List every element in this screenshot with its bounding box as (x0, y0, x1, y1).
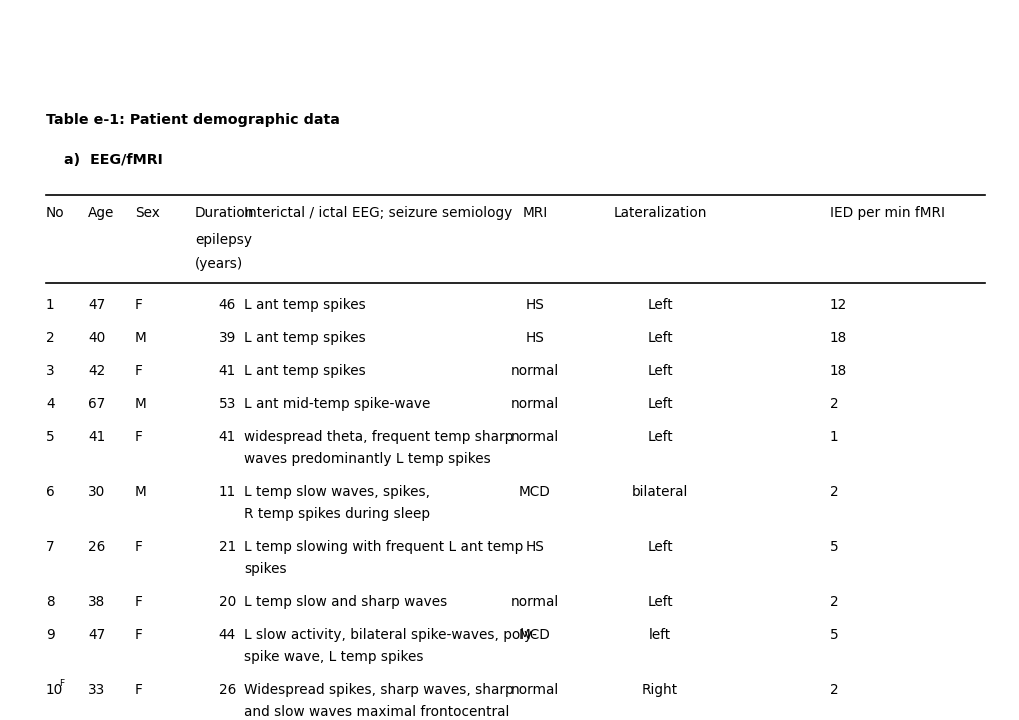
Text: HS: HS (525, 540, 544, 554)
Text: Widespread spikes, sharp waves, sharp: Widespread spikes, sharp waves, sharp (244, 683, 514, 697)
Text: 41: 41 (218, 364, 235, 378)
Text: M: M (135, 397, 147, 411)
Text: 5: 5 (46, 430, 55, 444)
Text: 26: 26 (218, 683, 235, 697)
Text: F: F (135, 430, 143, 444)
Text: F: F (135, 683, 143, 697)
Text: 1: 1 (46, 298, 55, 312)
Text: Left: Left (646, 364, 673, 378)
Text: IED per min fMRI: IED per min fMRI (829, 206, 944, 220)
Text: 6: 6 (46, 485, 55, 499)
Text: 53: 53 (218, 397, 235, 411)
Text: 47: 47 (88, 628, 105, 642)
Text: HS: HS (525, 331, 544, 345)
Text: bilateral: bilateral (631, 485, 688, 499)
Text: waves predominantly L temp spikes: waves predominantly L temp spikes (244, 452, 490, 466)
Text: 2: 2 (829, 397, 838, 411)
Text: Left: Left (646, 298, 673, 312)
Text: Interictal / ictal EEG; seizure semiology: Interictal / ictal EEG; seizure semiolog… (244, 206, 512, 220)
Text: Age: Age (88, 206, 114, 220)
Text: widespread theta, frequent temp sharp: widespread theta, frequent temp sharp (244, 430, 513, 444)
Text: (years): (years) (195, 257, 243, 271)
Text: F: F (135, 298, 143, 312)
Text: Left: Left (646, 331, 673, 345)
Text: L ant temp spikes: L ant temp spikes (244, 298, 366, 312)
Text: L temp slow waves, spikes,: L temp slow waves, spikes, (244, 485, 430, 499)
Text: a)  EEG/fMRI: a) EEG/fMRI (64, 153, 163, 167)
Text: 2: 2 (829, 595, 838, 609)
Text: normal: normal (511, 683, 558, 697)
Text: normal: normal (511, 364, 558, 378)
Text: 41: 41 (218, 430, 235, 444)
Text: 2: 2 (829, 683, 838, 697)
Text: M: M (135, 485, 147, 499)
Text: Sex: Sex (135, 206, 160, 220)
Text: 7: 7 (46, 540, 55, 554)
Text: L ant temp spikes: L ant temp spikes (244, 364, 366, 378)
Text: 10: 10 (46, 683, 63, 697)
Text: HS: HS (525, 298, 544, 312)
Text: F: F (135, 364, 143, 378)
Text: F: F (135, 628, 143, 642)
Text: spike wave, L temp spikes: spike wave, L temp spikes (244, 650, 423, 664)
Text: L ant temp spikes: L ant temp spikes (244, 331, 366, 345)
Text: 40: 40 (88, 331, 105, 345)
Text: 5: 5 (829, 540, 838, 554)
Text: Left: Left (646, 430, 673, 444)
Text: spikes: spikes (244, 562, 286, 576)
Text: Left: Left (646, 540, 673, 554)
Text: 8: 8 (46, 595, 55, 609)
Text: 38: 38 (88, 595, 105, 609)
Text: epilepsy: epilepsy (195, 233, 252, 247)
Text: L slow activity, bilateral spike-waves, poly-: L slow activity, bilateral spike-waves, … (244, 628, 536, 642)
Text: F: F (135, 595, 143, 609)
Text: 39: 39 (218, 331, 235, 345)
Text: Lateralization: Lateralization (612, 206, 706, 220)
Text: 47: 47 (88, 298, 105, 312)
Text: MRI: MRI (522, 206, 547, 220)
Text: 5: 5 (829, 628, 838, 642)
Text: 2: 2 (829, 485, 838, 499)
Text: 20: 20 (218, 595, 235, 609)
Text: 30: 30 (88, 485, 105, 499)
Text: No: No (46, 206, 64, 220)
Text: Left: Left (646, 595, 673, 609)
Text: 46: 46 (218, 298, 235, 312)
Text: 67: 67 (88, 397, 105, 411)
Text: 18: 18 (829, 331, 847, 345)
Text: F: F (59, 680, 64, 688)
Text: L ant mid-temp spike-wave: L ant mid-temp spike-wave (244, 397, 430, 411)
Text: Duration: Duration (195, 206, 255, 220)
Text: Left: Left (646, 397, 673, 411)
Text: MCD: MCD (519, 485, 550, 499)
Text: 11: 11 (218, 485, 235, 499)
Text: MCD: MCD (519, 628, 550, 642)
Text: M: M (135, 331, 147, 345)
Text: and slow waves maximal frontocentral: and slow waves maximal frontocentral (244, 705, 508, 719)
Text: 21: 21 (218, 540, 235, 554)
Text: F: F (135, 540, 143, 554)
Text: normal: normal (511, 397, 558, 411)
Text: Right: Right (641, 683, 678, 697)
Text: Table e-1: Patient demographic data: Table e-1: Patient demographic data (46, 113, 339, 127)
Text: normal: normal (511, 430, 558, 444)
Text: 33: 33 (88, 683, 105, 697)
Text: 42: 42 (88, 364, 105, 378)
Text: 26: 26 (88, 540, 105, 554)
Text: 44: 44 (218, 628, 235, 642)
Text: R temp spikes during sleep: R temp spikes during sleep (244, 507, 430, 521)
Text: L temp slowing with frequent L ant temp: L temp slowing with frequent L ant temp (244, 540, 523, 554)
Text: 4: 4 (46, 397, 55, 411)
Text: 12: 12 (829, 298, 847, 312)
Text: normal: normal (511, 595, 558, 609)
Text: 41: 41 (88, 430, 105, 444)
Text: 1: 1 (829, 430, 838, 444)
Text: 2: 2 (46, 331, 55, 345)
Text: L temp slow and sharp waves: L temp slow and sharp waves (244, 595, 446, 609)
Text: 18: 18 (829, 364, 847, 378)
Text: 9: 9 (46, 628, 55, 642)
Text: 3: 3 (46, 364, 55, 378)
Text: left: left (648, 628, 671, 642)
